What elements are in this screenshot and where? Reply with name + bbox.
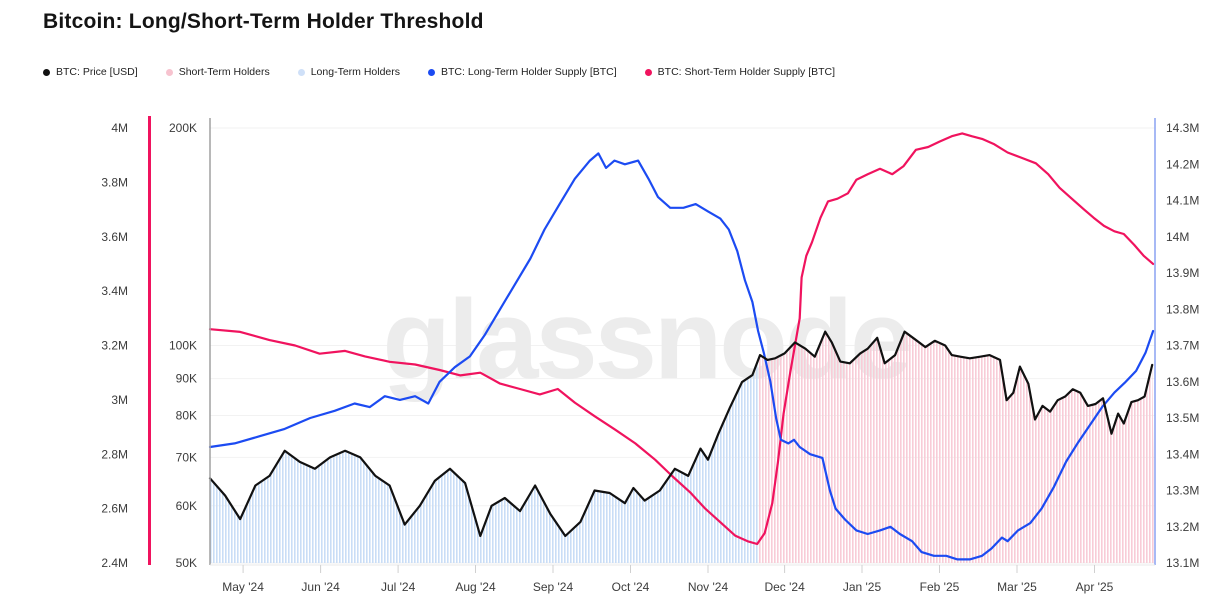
price-axis-tick-label: 50K bbox=[176, 556, 197, 570]
chart-legend: BTC: Price [USD] Short-Term Holders Long… bbox=[43, 66, 835, 78]
sth-axis-tick-label: 3M bbox=[111, 393, 128, 407]
price-axis-tick-label: 80K bbox=[176, 409, 197, 423]
price-line bbox=[208, 330, 1154, 538]
legend-label: Short-Term Holders bbox=[178, 66, 270, 78]
lth-axis-tick-label: 13.3M bbox=[1166, 484, 1199, 498]
x-axis-tick-label: May '24 bbox=[222, 580, 264, 594]
lth-axis-tick-label: 13.4M bbox=[1166, 447, 1199, 461]
lth-axis-tick-label: 13.5M bbox=[1166, 411, 1199, 425]
lth-axis-tick-label: 14.3M bbox=[1166, 121, 1199, 135]
price-axis-tick-label: 70K bbox=[176, 450, 197, 464]
legend-item-btc-price[interactable]: BTC: Price [USD] bbox=[43, 66, 138, 78]
price-axis-tick-label: 90K bbox=[176, 372, 197, 386]
legend-dot-black bbox=[43, 68, 50, 76]
x-axis-tick-label: Jan '25 bbox=[843, 580, 882, 594]
x-axis-tick-label: Mar '25 bbox=[997, 580, 1037, 594]
sth-axis-tick-label: 3.2M bbox=[101, 339, 128, 353]
x-axis-tick-label: Oct '24 bbox=[612, 580, 650, 594]
lth-axis-tick-label: 14.2M bbox=[1166, 157, 1199, 171]
legend-label: BTC: Long-Term Holder Supply [BTC] bbox=[441, 66, 617, 78]
sth-axis-tick-label: 3.8M bbox=[101, 175, 128, 189]
x-axis-tick-label: Aug '24 bbox=[455, 580, 496, 594]
short-term-holders-regime-area bbox=[758, 331, 1155, 563]
x-axis-tick-label: Nov '24 bbox=[688, 580, 729, 594]
sth-axis-tick-label: 2.6M bbox=[101, 502, 128, 516]
lth-axis-tick-label: 14M bbox=[1166, 230, 1189, 244]
sth-axis-tick-label: 3.4M bbox=[101, 284, 128, 298]
legend-dot-pink bbox=[644, 68, 652, 76]
sth-axis-tick-label: 3.6M bbox=[101, 230, 128, 244]
lth-axis-tick-label: 13.2M bbox=[1166, 520, 1199, 534]
x-axis-tick-label: Jun '24 bbox=[301, 580, 340, 594]
lth-axis-tick-label: 13.1M bbox=[1166, 556, 1199, 570]
sth-axis-tick-label: 4M bbox=[111, 121, 128, 135]
price-axis-tick-label: 200K bbox=[169, 121, 197, 135]
legend-label: Long-Term Holders bbox=[310, 66, 401, 78]
legend-item-sth-supply[interactable]: BTC: Short-Term Holder Supply [BTC] bbox=[644, 66, 836, 78]
legend-dot-lightblue bbox=[297, 68, 305, 76]
lth-axis-tick-label: 14.1M bbox=[1166, 194, 1199, 208]
legend-item-short-term-holders[interactable]: Short-Term Holders bbox=[165, 66, 270, 78]
x-axis-tick-label: Apr '25 bbox=[1076, 580, 1114, 594]
legend-item-long-term-holders[interactable]: Long-Term Holders bbox=[297, 66, 401, 78]
sth-axis-tick-label: 2.8M bbox=[101, 447, 128, 461]
lth-supply-line bbox=[208, 152, 1155, 561]
x-axis-tick-label: Sep '24 bbox=[533, 580, 574, 594]
x-axis-tick-label: Feb '25 bbox=[920, 580, 960, 594]
legend-dot-blue bbox=[428, 68, 436, 76]
lth-axis-tick-label: 13.9M bbox=[1166, 266, 1199, 280]
lth-axis-tick-label: 13.6M bbox=[1166, 375, 1199, 389]
sth-supply-line bbox=[208, 132, 1155, 546]
sth-axis-tick-label: 2.4M bbox=[101, 556, 128, 570]
legend-label: BTC: Short-Term Holder Supply [BTC] bbox=[657, 66, 836, 78]
price-axis-tick-label: 100K bbox=[169, 339, 197, 353]
legend-label: BTC: Price [USD] bbox=[56, 66, 138, 78]
lth-axis-tick-label: 13.7M bbox=[1166, 339, 1199, 353]
x-axis-tick-label: Jul '24 bbox=[381, 580, 416, 594]
legend-dot-lightpink bbox=[165, 68, 173, 76]
x-axis-tick-label: Dec '24 bbox=[764, 580, 805, 594]
legend-item-lth-supply[interactable]: BTC: Long-Term Holder Supply [BTC] bbox=[428, 66, 617, 78]
page-title: Bitcoin: Long/Short-Term Holder Threshol… bbox=[43, 10, 484, 33]
long-term-holders-regime-area bbox=[210, 360, 759, 563]
price-axis-tick-label: 60K bbox=[176, 499, 197, 513]
lth-axis-tick-label: 13.8M bbox=[1166, 302, 1199, 316]
